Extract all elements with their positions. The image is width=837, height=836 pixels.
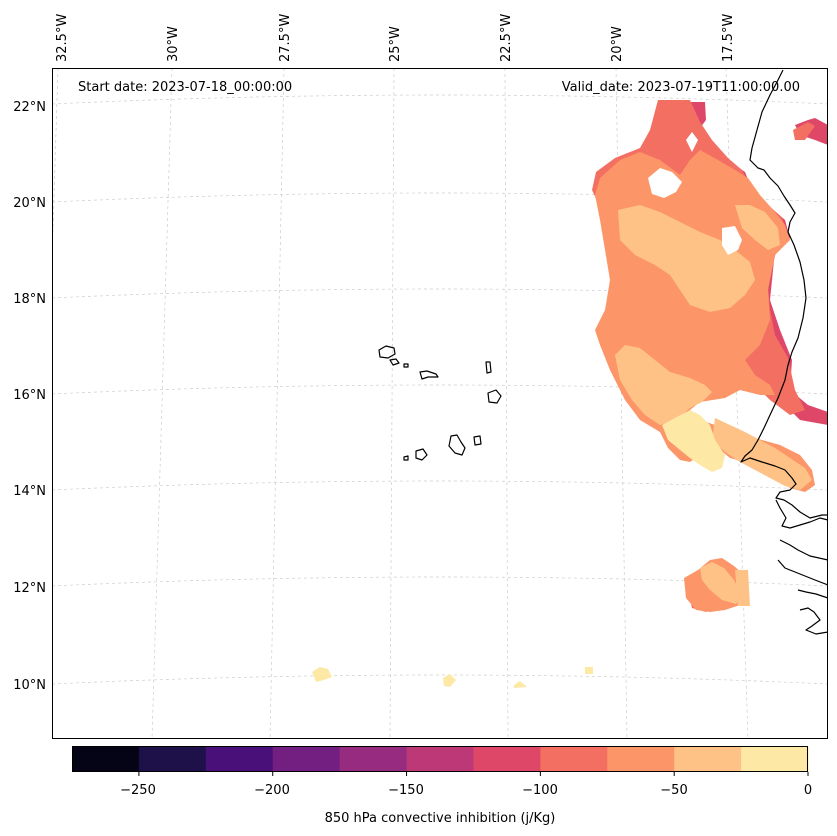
- cin-band-minus-50-c: [615, 345, 712, 425]
- colorbar-title: 850 hPa convective inhibition (j/Kg): [325, 811, 556, 826]
- lon-label-30w: 30°W: [166, 26, 181, 62]
- graticule: [52, 68, 828, 739]
- lat-label-20n: 20°N: [13, 196, 46, 211]
- island-santo-antao: [378, 345, 396, 359]
- longitude-labels: 32.5°W 30°W 27.5°W 25°W 22.5°W 20°W 17.5…: [55, 14, 736, 62]
- colorbar-segment: [607, 746, 675, 772]
- island-fogo: [415, 448, 428, 461]
- cin-contour-fill: [312, 100, 828, 688]
- cin-band-minus-50-b: [735, 205, 780, 250]
- island-sal: [485, 361, 492, 374]
- colorbar-segment: [674, 746, 742, 772]
- island-brava: [403, 455, 409, 461]
- valid-date-label: Valid_date: 2023-07-19T11:00:00.00: [562, 80, 800, 95]
- colorbar-segment: [540, 746, 608, 772]
- lon-label-32-5w: 32.5°W: [55, 14, 70, 62]
- island-sao-nicolau: [419, 370, 439, 380]
- colorbar-tick-minus-250: −250: [120, 783, 156, 798]
- island-sao-vicente: [389, 358, 400, 366]
- cin-gap-3: [722, 226, 742, 255]
- lat-label-16n: 16°N: [13, 388, 46, 403]
- cin-band-minus-25-b: [312, 667, 332, 682]
- colorbar-segment: [406, 746, 474, 772]
- cin-band-minus-50-e: [700, 562, 742, 604]
- lon-label-22-5w: 22.5°W: [499, 14, 514, 62]
- cin-band-minus-25-e: [585, 667, 593, 674]
- cin-band-minus-50-f: [735, 570, 750, 606]
- colorbar-segment: [72, 746, 140, 772]
- colorbar-tick-minus-50: −50: [660, 783, 687, 798]
- lon-label-27-5w: 27.5°W: [278, 14, 293, 62]
- cin-gap-1: [648, 168, 682, 198]
- island-santa-luzia: [403, 363, 409, 368]
- colorbar-ticks: −250 −200 −150 −100 −50 0: [120, 783, 812, 798]
- map-frame: [52, 68, 828, 739]
- lat-label-22n: 22°N: [13, 100, 46, 115]
- island-santiago: [448, 434, 466, 456]
- colorbar-tick-0: 0: [804, 783, 812, 798]
- lon-label-25w: 25°W: [388, 26, 403, 62]
- lat-label-14n: 14°N: [13, 484, 46, 499]
- lat-label-18n: 18°N: [13, 292, 46, 307]
- colorbar-segment: [741, 746, 809, 772]
- cin-band-minus-50: [618, 205, 755, 312]
- cin-gap-2: [686, 132, 698, 152]
- colorbar-tick-minus-150: −150: [388, 783, 424, 798]
- colorbar-segment: [473, 746, 541, 772]
- colorbar-segment: [272, 746, 341, 772]
- latitude-labels: 22°N 20°N 18°N 16°N 14°N 12°N 10°N: [13, 100, 46, 693]
- cin-band-minus-100-east: [793, 122, 815, 140]
- lon-label-20w: 20°W: [610, 26, 625, 62]
- lon-label-17-5w: 17.5°W: [721, 14, 736, 62]
- colorbar-segment: [138, 746, 207, 772]
- colorbar-tick-minus-200: −200: [254, 783, 290, 798]
- island-maio: [473, 435, 482, 446]
- colorbar-border: [72, 746, 808, 772]
- colorbar-segment: [205, 746, 274, 772]
- colorbar-tick-minus-100: −100: [522, 783, 558, 798]
- island-boa-vista: [487, 389, 502, 404]
- coastlines: [378, 69, 828, 635]
- cin-band-minus-25-d: [514, 681, 527, 688]
- colorbar: [72, 746, 809, 776]
- cin-band-minus-25: [662, 410, 725, 472]
- lat-label-10n: 10°N: [13, 678, 46, 693]
- colorbar-segment: [339, 746, 408, 772]
- cin-band-minus-25-c: [443, 674, 456, 687]
- start-date-label: Start date: 2023-07-18_00:00:00: [78, 80, 292, 95]
- lat-label-12n: 12°N: [13, 581, 46, 596]
